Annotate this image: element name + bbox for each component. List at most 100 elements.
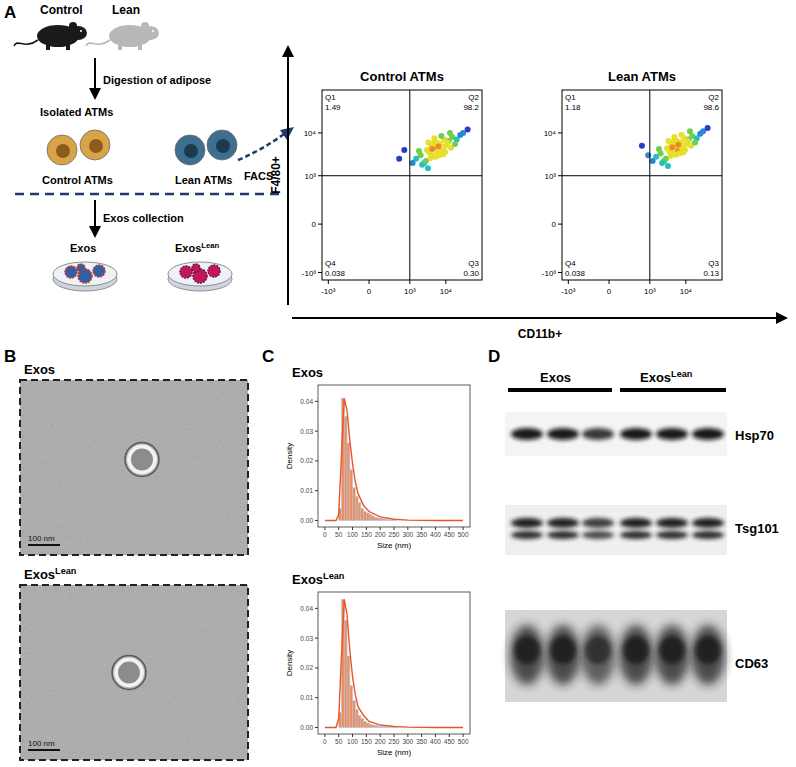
band	[623, 636, 649, 664]
collection-arrow-head	[89, 226, 101, 238]
blot: CD63	[505, 610, 768, 702]
band	[692, 518, 724, 528]
x-tick-label: 450	[444, 531, 455, 538]
band	[582, 428, 614, 440]
step-label: Isolated ATMs	[40, 106, 113, 118]
x-tick-label: 150	[361, 738, 372, 745]
mouse-tail	[86, 40, 110, 46]
blot: Hsp70	[505, 412, 774, 456]
protein-label: Tsg101	[735, 521, 779, 536]
x-tick	[369, 280, 370, 284]
bar	[358, 716, 361, 728]
event	[665, 138, 671, 144]
y-tick-label: 0.03	[300, 635, 313, 642]
image-title-sup: Lean	[55, 566, 76, 576]
bar	[375, 726, 378, 728]
quadrant-value: 98.6	[703, 103, 719, 112]
y-axis-label: Density	[285, 650, 294, 677]
event	[438, 133, 444, 139]
bar	[355, 710, 358, 728]
scale-label: 100 nm	[28, 534, 55, 543]
x-tick	[435, 527, 436, 530]
y-tick	[315, 401, 318, 402]
facs-plot: Control ATMs-10³010³10⁴-10³010³10⁴Q11.49…	[302, 69, 482, 296]
event	[416, 148, 422, 154]
petri-dish	[168, 262, 232, 291]
band	[655, 625, 689, 685]
x-tick-label: 0	[367, 287, 372, 296]
x-tick	[407, 734, 408, 737]
vesicle	[65, 266, 77, 278]
quadrant-label: Q1	[565, 93, 576, 102]
step-label: Exos collection	[103, 212, 184, 224]
vesicle	[93, 265, 105, 277]
x-tick-label: -10³	[321, 287, 336, 296]
bar	[344, 620, 347, 727]
band	[582, 518, 614, 528]
plot-frame	[322, 90, 482, 280]
bar	[383, 726, 386, 728]
y-tick	[315, 460, 318, 461]
bar	[361, 509, 364, 521]
x-tick-label: 10⁴	[680, 287, 693, 296]
x-tick	[449, 527, 450, 530]
cell-label: Lean ATMs	[175, 174, 232, 186]
protein-label: Hsp70	[735, 428, 774, 443]
y-axis-arrow-head	[282, 45, 294, 57]
y-tick	[558, 224, 562, 225]
x-tick	[463, 527, 464, 530]
y-tick	[315, 667, 318, 668]
y-tick	[318, 132, 322, 133]
cell	[175, 135, 205, 165]
x-tick-label: 0	[323, 531, 327, 538]
x-tick	[380, 734, 381, 737]
x-tick-label: 150	[361, 531, 372, 538]
cell-body	[80, 130, 110, 160]
y-tick-label: 0.02	[300, 457, 313, 464]
histogram: Exos0501001502002503003504004505000.000.…	[285, 365, 470, 550]
x-tick-label: 100	[347, 531, 358, 538]
bar	[347, 656, 350, 727]
x-tick-label: 300	[402, 531, 413, 538]
event	[401, 147, 407, 153]
image-border	[20, 380, 248, 555]
mouse-leg	[66, 44, 70, 50]
points	[322, 90, 482, 280]
control-mouse	[14, 22, 87, 50]
y-tick-label: 0	[312, 220, 317, 229]
y-tick	[318, 272, 322, 273]
event	[675, 142, 681, 148]
x-tick-label: 10⁴	[440, 287, 453, 296]
quadrant-value: 0.30	[463, 269, 479, 278]
y-axis-label: Density	[285, 443, 294, 470]
cell-nucleus	[89, 139, 103, 153]
plot-title: Control ATMs	[360, 69, 444, 84]
x-tick-label: 250	[389, 738, 400, 745]
lean-mouse	[86, 22, 159, 50]
bar	[347, 443, 350, 520]
bar	[366, 723, 369, 727]
mouse-leg	[138, 44, 142, 50]
band	[550, 636, 576, 664]
y-tick	[315, 638, 318, 639]
density-curve	[325, 398, 463, 520]
event	[656, 146, 662, 152]
x-tick-label: -10³	[561, 287, 576, 296]
bar	[375, 517, 378, 520]
x-tick	[421, 527, 422, 530]
vesicle	[192, 264, 200, 272]
band	[692, 531, 724, 539]
event	[684, 138, 690, 144]
cell-nucleus	[56, 144, 70, 158]
group-bar	[508, 388, 612, 392]
x-tick	[409, 280, 410, 284]
x-tick	[685, 280, 686, 284]
x-tick	[568, 280, 569, 284]
image-title: ExosLean	[24, 566, 76, 582]
x-tick-label: 100	[347, 738, 358, 745]
y-tick-label: 0.04	[300, 398, 313, 405]
band	[581, 625, 615, 685]
bar	[353, 488, 356, 521]
panel-label: D	[488, 347, 500, 366]
vesicle	[116, 660, 142, 686]
